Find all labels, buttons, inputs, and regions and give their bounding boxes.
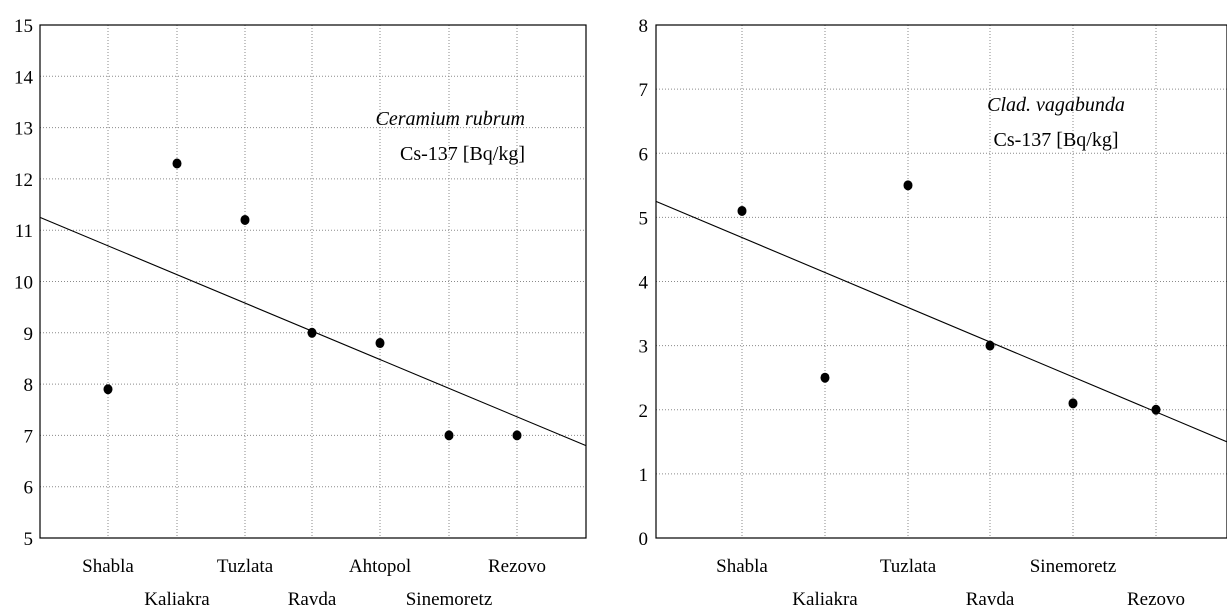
measure-annotation: Cs-137 [Bq/kg] [400,143,525,165]
y-tick-label: 2 [639,401,649,422]
chart-clad-vagabunda: 0 1 2 3 4 5 6 7 8 Shabla Kaliakra Tuzlata Ravda Sinem… [639,16,1227,610]
data-point [103,384,113,395]
trend-line [655,200,1227,443]
y-tick-label: 4 [639,273,649,294]
species-annotation: Clad. vagabunda [987,94,1125,116]
y-tick-label: 8 [639,16,649,37]
y-tick-label: 11 [15,221,33,242]
data-point [1068,398,1078,409]
data-point [444,430,454,441]
y-tick-label: 3 [639,337,649,358]
data-point [307,327,317,338]
y-tick-label: 7 [24,426,34,447]
y-tick-label: 14 [14,67,34,88]
y-tick-label: 6 [639,144,649,165]
x-tick-label: Shabla [82,556,134,577]
data-point [240,214,250,225]
x-tick-label: Ahtopol [349,556,411,577]
x-tick-label: Rezovo [488,556,546,577]
data-point [985,340,995,351]
y-tick-label: 5 [24,529,34,550]
x-tick-label: Sinemoretz [1030,556,1117,577]
x-tick-label: Tuzlata [217,556,274,577]
x-tick-label: Kaliakra [792,589,858,610]
data-point [375,338,385,349]
x-tick-label: Shabla [716,556,768,577]
y-tick-label: 6 [24,478,34,499]
data-point [172,158,182,169]
plot-frame [655,24,1227,539]
y-tick-label: 12 [14,170,33,191]
plot-frame [39,24,587,539]
y-tick-label: 15 [14,16,33,37]
x-tick-label: Tuzlata [880,556,937,577]
y-tick-label: 0 [639,529,649,550]
y-tick-label: 1 [639,465,649,486]
data-point [820,372,830,383]
data-point [1151,404,1161,415]
y-tick-label: 10 [14,273,33,294]
y-tick-label: 8 [24,375,34,396]
y-tick-label: 7 [639,80,649,101]
x-tick-label: Sinemoretz [406,589,493,610]
data-point [737,205,747,216]
y-tick-label: 9 [24,324,34,345]
y-tick-label: 13 [14,119,33,140]
data-point [512,430,522,441]
x-tick-label: Ravda [966,589,1015,610]
x-tick-label: Kaliakra [144,589,210,610]
data-point [903,180,913,191]
x-tick-label: Rezovo [1127,589,1185,610]
species-annotation: Ceramium rubrum [376,108,525,130]
measure-annotation: Cs-137 [Bq/kg] [994,129,1119,151]
y-tick-label: 5 [639,208,649,229]
x-tick-label: Ravda [288,589,337,610]
chart-ceramium-rubrum: 5 6 7 8 9 10 11 12 13 14 15 Shabla Kaliakra Tuzlata Ra… [14,16,587,610]
